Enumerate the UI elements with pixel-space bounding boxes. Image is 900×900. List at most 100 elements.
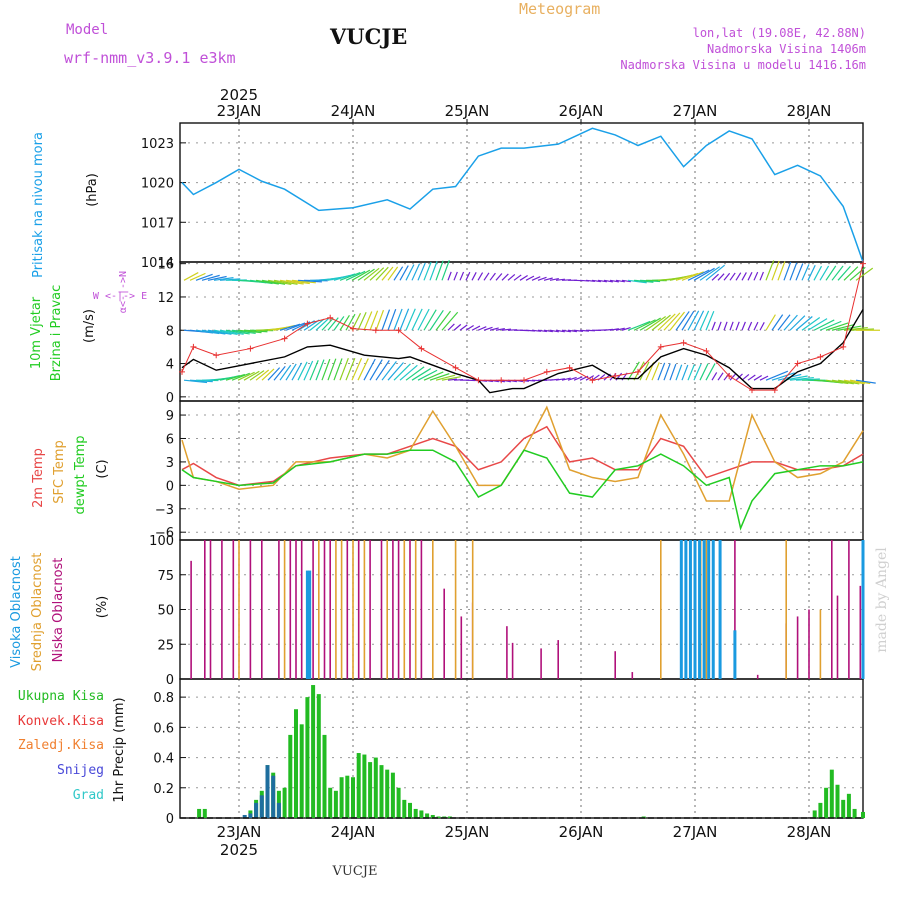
- wind-arrow: [273, 365, 286, 381]
- wind-arrow: [681, 271, 704, 281]
- wind-gust-marker: [350, 325, 356, 332]
- panel-frame: [179, 400, 864, 541]
- wind-arrow: [615, 327, 625, 331]
- wind-gust-marker: [817, 353, 824, 360]
- wind-gust-marker: [247, 345, 254, 352]
- y-tick-label: 0.2: [153, 782, 174, 797]
- snow-bar: [276, 802, 281, 818]
- total-precip-bar: [442, 816, 447, 818]
- wind-arrow: [375, 309, 385, 331]
- station-title: VUCJE: [329, 24, 407, 49]
- wind-arrow: [321, 317, 334, 331]
- wind-arrow: [327, 317, 339, 331]
- wind-gust-marker: [794, 360, 801, 367]
- pressure-line: [181, 127, 864, 263]
- y-tick-label: 0.4: [153, 752, 174, 767]
- wind-arrow: [537, 329, 547, 333]
- wind-arrow: [675, 272, 699, 281]
- wind-arrow: [567, 376, 577, 381]
- bottom-year-label: 2025: [220, 841, 258, 859]
- wind-gust-marker: [840, 343, 847, 350]
- wind-gust-marker: [498, 377, 505, 384]
- wind-arrow: [585, 279, 596, 282]
- wind-arrow: [843, 379, 865, 385]
- wind-compass-vertical: α<-|->N: [118, 271, 129, 313]
- wind-arrow: [189, 272, 206, 281]
- wind-arrow: [231, 372, 251, 381]
- total-precip-bar: [288, 734, 293, 818]
- wind-arrow: [201, 329, 226, 335]
- wind-arrow: [405, 366, 425, 381]
- wind-arrow: [429, 261, 438, 281]
- wind-arrow: [447, 378, 458, 381]
- wind-arrow: [333, 358, 343, 381]
- total-precip-bar: [385, 769, 390, 818]
- wind-arrow: [723, 272, 731, 281]
- total-precip-bar: [402, 799, 407, 818]
- total-precip-bar: [641, 816, 646, 818]
- wind-arrow: [831, 379, 854, 385]
- wind-arrow: [579, 329, 590, 332]
- wind-arrow: [783, 314, 798, 331]
- total-precip-bar: [328, 787, 333, 818]
- wind-arrow: [195, 273, 213, 281]
- wind-arrow: [759, 375, 769, 381]
- wind-unit: (m/s): [82, 309, 97, 343]
- wind-arrow: [771, 260, 780, 281]
- wind-arrow: [405, 308, 416, 331]
- total-precip-bar: [197, 808, 202, 818]
- wind-arrow: [267, 279, 292, 286]
- wind-arrow: [531, 329, 542, 332]
- wind-gust-marker: [521, 377, 527, 384]
- top-year-label: 2025: [220, 86, 258, 104]
- wind-arrow: [549, 278, 559, 281]
- model-label: Model: [66, 22, 108, 38]
- total-precip-bar: [390, 772, 395, 818]
- wind-arrow: [705, 264, 726, 281]
- total-precip-bar: [311, 685, 316, 818]
- wind-arrow: [369, 359, 383, 381]
- wind-arrow: [399, 265, 409, 281]
- wind-arrow: [741, 321, 746, 331]
- high-cloud-bar: [707, 540, 711, 679]
- total-precip-bar: [362, 754, 367, 818]
- wind-arrow: [435, 374, 456, 381]
- wind-arrow: [357, 312, 367, 331]
- wind-arrow: [363, 311, 373, 331]
- wind-arrow: [555, 378, 565, 381]
- low-cloud-label: Niska Oblacnost: [51, 558, 66, 663]
- wind-arrow: [243, 370, 260, 381]
- wind-arrow: [327, 358, 337, 381]
- wind-arrow: [651, 314, 671, 331]
- precip-hail-label: Grad: [73, 788, 104, 803]
- wind-arrow: [417, 369, 438, 381]
- wind-gust-marker: [726, 373, 733, 380]
- total-precip-bar: [852, 808, 857, 818]
- wind-arrow: [399, 364, 418, 381]
- top-date-label: 23JAN: [217, 102, 262, 120]
- wind-panel: [179, 260, 880, 394]
- wind-arrow: [369, 310, 379, 331]
- meteogram-label: Meteogram: [519, 0, 600, 18]
- wind-arrow: [525, 275, 535, 281]
- wind-arrow: [411, 263, 421, 281]
- wind-gust-marker: [475, 377, 482, 384]
- wind-arrow: [291, 362, 303, 381]
- wind-arrow: [663, 363, 671, 381]
- precip-axis-label: 1hr Precip (mm): [112, 697, 127, 802]
- wind-arrow: [453, 323, 462, 331]
- wind-arrow: [345, 270, 366, 281]
- wind-arrow: [183, 272, 199, 281]
- wind-arrow: [627, 279, 647, 284]
- wind-arrow: [759, 271, 764, 281]
- wind-arrow: [489, 272, 496, 281]
- high-cloud-bar: [718, 540, 722, 679]
- wind-arrow: [411, 308, 423, 331]
- wind-arrow: [837, 379, 860, 385]
- total-precip-bar: [356, 753, 361, 818]
- wind-arrow: [567, 329, 577, 333]
- wind-gust-marker: [589, 377, 596, 384]
- total-precip-bar: [430, 814, 435, 818]
- high-cloud-bar: [308, 570, 312, 679]
- cloud-panel: [190, 540, 865, 679]
